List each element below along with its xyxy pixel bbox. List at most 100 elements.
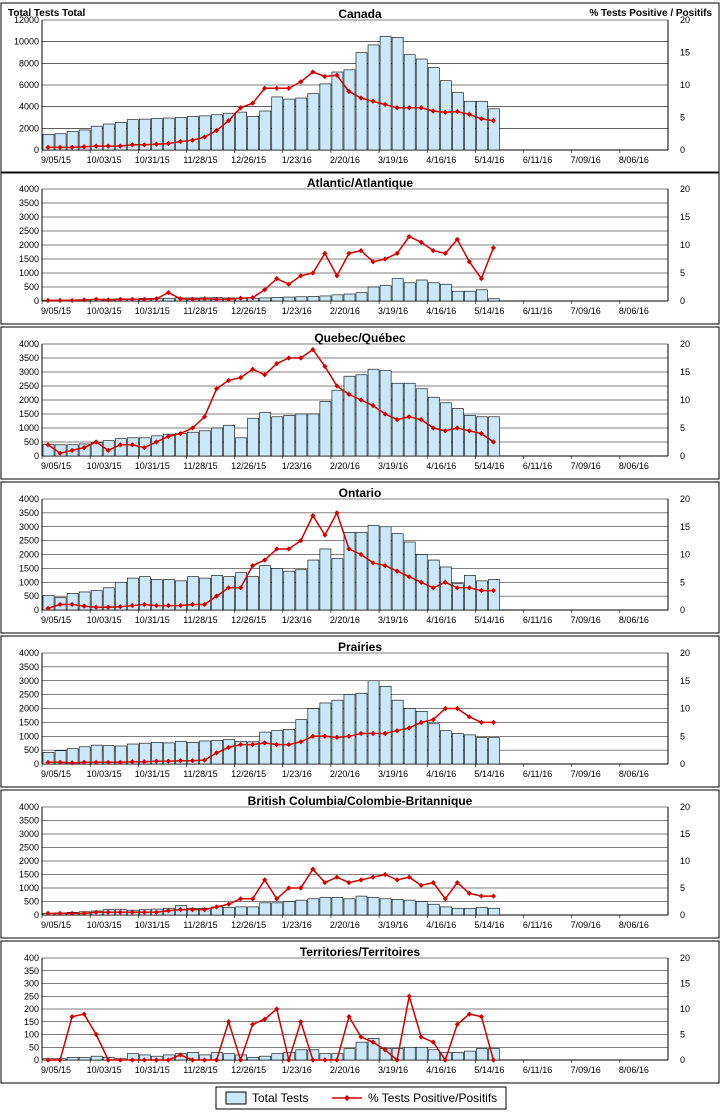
pct-positive-point <box>454 425 460 431</box>
tests-bar <box>319 401 332 457</box>
x-tick-label: 10/31/15 <box>135 1065 170 1075</box>
pct-positive-point <box>442 1057 448 1063</box>
tests-bar <box>379 898 392 916</box>
pct-positive-point <box>370 98 376 104</box>
tests-bar <box>488 416 500 457</box>
tests-bar <box>78 1057 91 1061</box>
tests-bar <box>307 413 320 457</box>
left-tick-label: 4000 <box>19 802 39 812</box>
tests-bar <box>271 730 284 765</box>
tests-bar <box>211 427 223 457</box>
x-tick-label: 9/05/15 <box>41 615 71 625</box>
legend-bar-label: Total Tests <box>252 1091 308 1105</box>
pct-positive-point <box>382 563 388 569</box>
pct-positive-point <box>406 725 412 731</box>
pct-positive-point <box>57 910 63 916</box>
right-tick-label: 5 <box>680 731 685 741</box>
tests-bar <box>307 296 320 302</box>
pct-positive-point <box>286 546 292 552</box>
pct-positive-point <box>81 445 87 451</box>
panel-title: Atlantic/Atlantique <box>307 176 413 190</box>
left-tick-label: 2000 <box>19 856 39 866</box>
pct-positive-point <box>213 750 220 756</box>
panel-frame <box>0 2 720 174</box>
left-tick-label: 12000 <box>14 15 39 25</box>
x-tick-label: 7/09/16 <box>571 920 601 930</box>
pct-positive-point <box>213 1057 220 1063</box>
pct-positive-point <box>478 587 485 594</box>
pct-positive-point <box>105 143 111 149</box>
tests-bar <box>415 901 428 916</box>
left-tick-label: 3000 <box>19 367 39 377</box>
pct-positive-point <box>165 433 172 439</box>
pct-positive-point <box>117 1057 123 1063</box>
tests-bar <box>271 96 284 151</box>
pct-positive-point <box>57 297 63 304</box>
tests-bar <box>187 116 199 151</box>
panel-title: Territories/Territoires <box>300 945 421 959</box>
left-axis-header: Total Tests Total <box>8 8 85 19</box>
left-tick-label: 4000 <box>19 102 39 112</box>
tests-bar <box>139 576 151 611</box>
x-tick-label: 2/20/16 <box>330 769 360 779</box>
pct-positive-point <box>105 297 111 303</box>
tests-bar <box>151 742 163 765</box>
pct-positive-point <box>490 719 497 725</box>
x-tick-label: 1/23/16 <box>282 155 312 165</box>
pct-positive-point <box>262 1016 268 1022</box>
x-tick-label: 11/28/15 <box>183 615 217 625</box>
pct-positive-point <box>262 877 268 883</box>
tests-bar <box>464 1050 476 1061</box>
pct-positive-point <box>141 445 147 451</box>
x-tick-label: 10/31/15 <box>135 155 170 165</box>
pct-positive-point <box>382 101 388 108</box>
pct-positive-point <box>490 587 497 594</box>
pct-positive-point <box>250 563 256 569</box>
pct-positive-point <box>394 1057 400 1063</box>
tests-bar <box>163 742 175 765</box>
x-tick-label: 4/16/16 <box>426 769 456 779</box>
pct-positive-point <box>454 585 460 591</box>
tests-bar <box>235 111 247 151</box>
pct-positive-point <box>334 1057 340 1063</box>
tests-bar <box>66 131 79 151</box>
pct-positive-point <box>250 1021 256 1027</box>
pct-positive-point <box>358 248 364 254</box>
panel-frame <box>0 326 720 480</box>
x-tick-label: 10/03/15 <box>87 615 122 625</box>
pct-positive-point <box>430 108 436 114</box>
pct-positive-point <box>141 759 147 765</box>
tests-bar <box>90 590 103 611</box>
tests-bar <box>452 1052 464 1061</box>
right-tick-label: 15 <box>680 48 690 58</box>
pct-positive-point <box>69 1014 75 1020</box>
pct-positive-point <box>394 877 400 883</box>
pct-positive-point <box>238 741 244 748</box>
tests-bar <box>319 548 332 611</box>
tests-bar <box>355 1041 368 1061</box>
pct-positive-point <box>418 417 424 423</box>
pct-positive-point <box>105 909 111 915</box>
right-tick-label: 15 <box>680 676 690 686</box>
pct-positive-point <box>406 574 412 580</box>
x-tick-label: 12/26/15 <box>231 155 266 165</box>
tests-bar <box>319 897 332 916</box>
pct-positive-point <box>394 417 400 423</box>
tests-bar <box>367 368 380 457</box>
x-tick-label: 3/19/16 <box>378 920 408 930</box>
pct-positive-point <box>225 377 232 383</box>
pct-positive-point <box>478 1014 485 1020</box>
pct-positive-point <box>81 603 87 609</box>
tests-bar <box>199 577 211 611</box>
pct-positive-point <box>466 259 472 265</box>
x-tick-label: 10/03/15 <box>87 1065 122 1075</box>
left-tick-label: 300 <box>24 979 39 989</box>
tests-bar <box>427 903 440 916</box>
x-tick-label: 11/28/15 <box>183 155 217 165</box>
left-tick-label: 50 <box>29 1042 39 1052</box>
tests-bar <box>464 734 476 765</box>
panel-title: British Columbia/Colombie-Britannique <box>248 794 473 808</box>
left-tick-label: 2000 <box>19 240 39 250</box>
pct-positive-point <box>262 372 268 378</box>
tests-bar <box>391 899 404 916</box>
